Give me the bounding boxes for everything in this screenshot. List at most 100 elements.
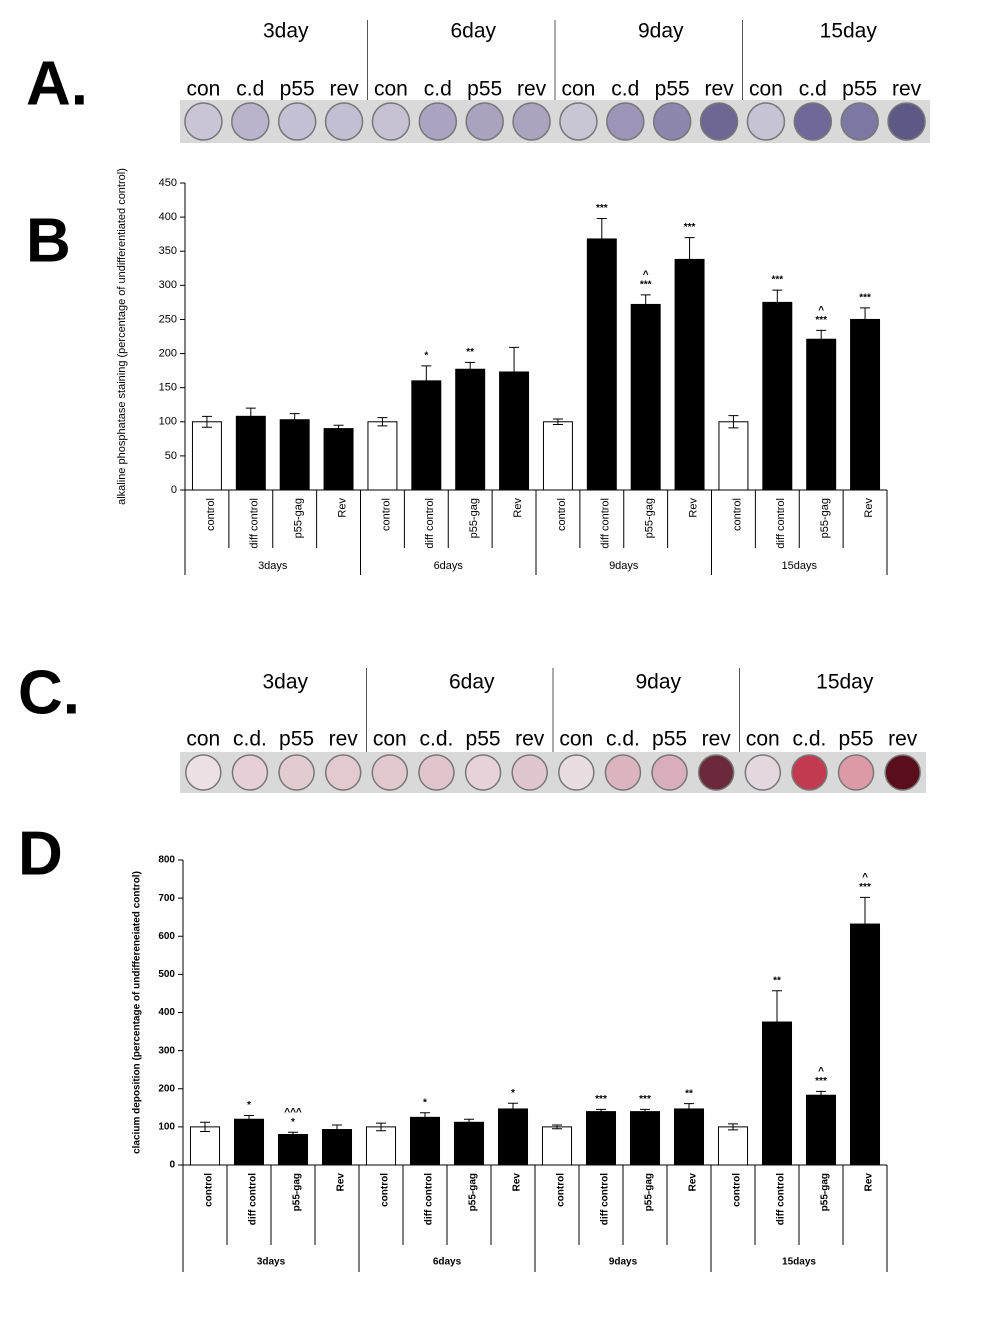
error-bar [640, 294, 651, 315]
x-tick-label: p55-gag [644, 1173, 655, 1211]
well-label: rev [892, 78, 922, 101]
bar [673, 1108, 705, 1166]
y-tick-label: 700 [158, 893, 175, 904]
x-tick-label: p55-gag [292, 1173, 303, 1211]
error-bar [684, 237, 695, 282]
well [697, 754, 735, 791]
significance-label: ^ [818, 305, 824, 316]
well [558, 754, 595, 791]
bar [189, 1126, 221, 1166]
error-bar [509, 346, 520, 398]
error-bar [596, 1108, 606, 1115]
group-label: 6days [434, 560, 464, 572]
well-label: c.d. [420, 728, 454, 751]
well [231, 754, 269, 791]
error-bar [816, 1090, 826, 1100]
well [606, 102, 645, 141]
error-bar [860, 896, 870, 952]
y-tick-label: 300 [159, 279, 177, 291]
well-label: con [562, 78, 596, 101]
well-label: c.d [611, 78, 639, 101]
x-tick-label: diff control [600, 1173, 611, 1225]
significance-label: * [247, 1100, 251, 1111]
well-label: con [187, 78, 221, 101]
y-tick-label: 350 [159, 245, 177, 257]
y-tick-label: 150 [159, 382, 177, 394]
bar [585, 1111, 617, 1166]
well-label: c.d [236, 78, 264, 101]
group-label: 15days [782, 560, 818, 572]
significance-label: ^ [643, 270, 649, 281]
well-label: p55 [280, 78, 315, 101]
y-tick-label: 400 [158, 1007, 175, 1018]
bar [365, 1126, 397, 1166]
significance-label: *** [684, 222, 696, 233]
error-bar [508, 1102, 518, 1116]
well-label: con [374, 78, 408, 101]
x-tick-label: p55-gag [293, 498, 305, 538]
well-label: rev [702, 728, 732, 751]
bar [411, 380, 442, 491]
error-bar [244, 1114, 254, 1124]
well-label: p55 [839, 728, 874, 751]
y-tick-label: 600 [158, 931, 175, 942]
significance-label: * [424, 350, 428, 361]
significance-label: * [423, 1097, 427, 1108]
day-label: 15day [816, 671, 874, 694]
well [371, 102, 411, 141]
well-label: con [749, 78, 783, 101]
well-label: p55 [466, 728, 501, 751]
bar [233, 1118, 265, 1166]
bar [279, 419, 310, 491]
significance-label: ^ [862, 872, 868, 883]
well [371, 754, 409, 791]
x-tick-label: diff control [600, 498, 612, 549]
day-label: 9day [638, 20, 684, 43]
day-label: 15day [820, 20, 878, 43]
x-tick-label: Rev [512, 1173, 523, 1192]
x-tick-label: control [205, 498, 217, 531]
error-bar [816, 329, 827, 349]
well-label: c.d. [606, 728, 640, 751]
well [793, 102, 833, 141]
well-label: p55 [652, 728, 687, 751]
x-tick-label: diff control [249, 498, 261, 549]
bar [409, 1116, 441, 1166]
x-tick-label: Rev [336, 498, 348, 518]
well-label: rev [329, 78, 359, 101]
significance-label: *** [640, 280, 652, 291]
well-label: rev [517, 78, 547, 101]
error-bar [201, 415, 212, 428]
bar [191, 421, 222, 491]
significance-label: ** [773, 975, 781, 986]
significance-label: ^ [818, 1066, 824, 1077]
bar [630, 303, 661, 491]
well [511, 754, 548, 791]
well [791, 754, 828, 791]
significance-label: ** [466, 347, 474, 358]
bar [321, 1129, 353, 1166]
error-bar [728, 1123, 738, 1131]
error-bar [377, 417, 388, 427]
error-bar [728, 415, 739, 429]
error-bar [640, 1108, 650, 1115]
significance-label: *** [771, 275, 783, 286]
well [277, 102, 317, 141]
well-label: p55 [279, 728, 314, 751]
x-tick-label: Rev [863, 498, 875, 518]
y-tick-label: 500 [158, 969, 175, 980]
x-tick-label: p55-gag [644, 498, 656, 538]
significance-label: ^^^ [284, 1107, 302, 1118]
error-bar [860, 307, 871, 332]
significance-label: *** [815, 315, 827, 326]
error-bar [420, 1112, 430, 1123]
x-tick-label: control [731, 498, 743, 531]
x-tick-label: diff control [776, 1173, 787, 1225]
x-tick-label: diff control [775, 498, 787, 549]
y-axis-label: alkaline phosphatase staining (percentag… [116, 168, 128, 505]
x-tick-label: Rev [512, 498, 524, 518]
x-tick-label: diff control [248, 1173, 259, 1225]
x-tick-label: Rev [687, 498, 699, 518]
error-bar [333, 424, 344, 433]
x-tick-label: control [732, 1173, 743, 1207]
